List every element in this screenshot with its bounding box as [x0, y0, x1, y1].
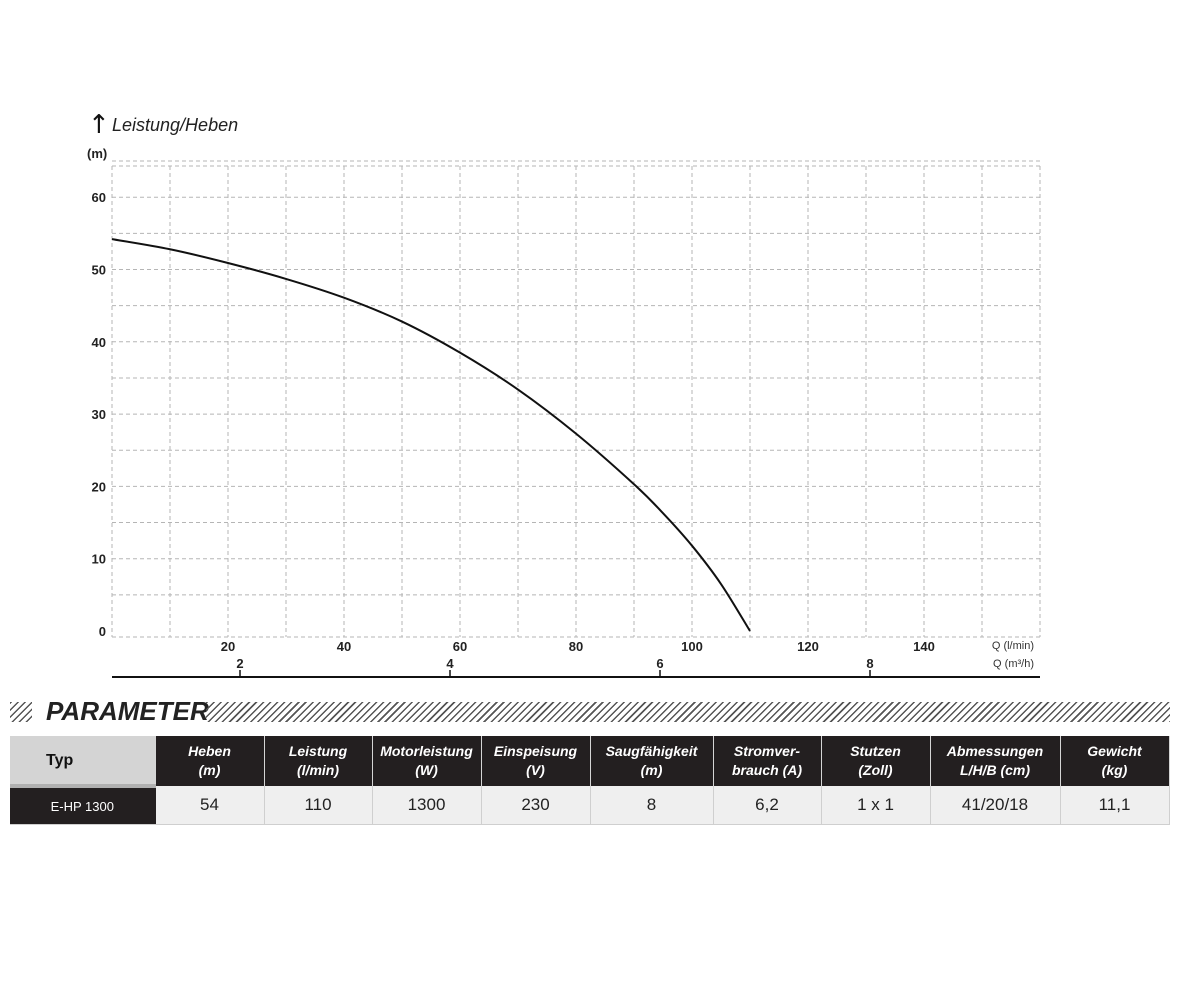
pump-curve-chart: 0 10 20 30 40 50 60 20 40 60 80 100 120 140 2 4 6 8 Q (l/m… — [87, 110, 1041, 678]
table-header-row: Typ Heben (m) Leistung (l/min) Motorleistu… — [10, 736, 1170, 788]
x-tick-label: 140 — [913, 639, 935, 654]
cell-leistung: 110 — [264, 786, 373, 825]
header-cell-stromverbrauch: Stromver-brauch (A) — [713, 736, 822, 786]
x2-tick-label: 8 — [866, 656, 873, 671]
parameter-section-header: PARAMETER — [10, 696, 1170, 726]
y-tick-label: 0 — [99, 624, 106, 639]
x2-tick-label: 4 — [446, 656, 454, 671]
cell-stromverbrauch: 6,2 — [713, 786, 822, 825]
hatch-decoration-right — [206, 702, 1170, 722]
x-axis-unit-label: Q (l/min) — [992, 640, 1034, 652]
parameter-table: Typ Heben (m) Leistung (l/min) Motorleistu… — [10, 736, 1170, 825]
up-arrow-icon: ↑ — [88, 110, 110, 140]
table-row: E-HP 1300 54 110 1300 230 8 6,2 1 x 1 41… — [10, 786, 1170, 825]
y-tick-label: 10 — [92, 552, 106, 567]
header-cell-typ: Typ — [10, 736, 156, 788]
x2-axis-unit-label: Q (m³/h) — [993, 658, 1034, 670]
cell-saugfaehigkeit: 8 — [590, 786, 714, 825]
cell-abmessungen: 41/20/18 — [930, 786, 1061, 825]
cell-motorleistung: 1300 — [372, 786, 482, 825]
chart-axes — [112, 670, 1040, 678]
header-cell-stutzen: Stutzen (Zoll) — [821, 736, 931, 786]
cell-einspeisung: 230 — [481, 786, 591, 825]
header-cell-leistung: Leistung (l/min) — [264, 736, 373, 786]
pump-curve-line — [111, 238, 751, 632]
y-tick-label: 40 — [92, 335, 106, 350]
hatch-decoration-left — [10, 702, 32, 722]
y-tick-label: 60 — [92, 190, 106, 205]
x-tick-label: 80 — [569, 639, 583, 654]
header-cell-einspeisung: Einspeisung (V) — [481, 736, 591, 786]
cell-model: E-HP 1300 — [10, 786, 156, 825]
header-cell-saugfaehigkeit: Saugfähigkeit (m) — [590, 736, 714, 786]
x-tick-label: 40 — [337, 639, 351, 654]
y-tick-label: 30 — [92, 407, 106, 422]
x2-tick-label: 2 — [236, 656, 243, 671]
cell-heben: 54 — [155, 786, 265, 825]
parameter-title: PARAMETER — [46, 696, 209, 726]
x-tick-label: 100 — [681, 639, 703, 654]
chart-labels: 0 10 20 30 40 50 60 20 40 60 80 100 120 140 2 4 6 8 Q (l/m… — [87, 110, 1034, 671]
header-cell-abmessungen: Abmessungen L/H/B (cm) — [930, 736, 1061, 786]
x-tick-label: 120 — [797, 639, 819, 654]
header-cell-motorleistung: Motorleistung (W) — [372, 736, 482, 786]
chart-series — [111, 238, 751, 632]
header-cell-gewicht: Gewicht (kg) — [1060, 736, 1170, 786]
cell-stutzen: 1 x 1 — [821, 786, 931, 825]
cell-gewicht: 11,1 — [1060, 786, 1170, 825]
x-tick-label: 60 — [453, 639, 467, 654]
y-tick-label: 50 — [92, 263, 106, 278]
y-axis-unit-label: (m) — [87, 146, 107, 161]
y-tick-label: 20 — [92, 479, 106, 494]
chart-title: Leistung/Heben — [112, 115, 238, 135]
header-cell-heben: Heben (m) — [155, 736, 265, 786]
x2-tick-label: 6 — [656, 656, 663, 671]
x-tick-label: 20 — [221, 639, 235, 654]
chart-grid — [111, 160, 1041, 638]
